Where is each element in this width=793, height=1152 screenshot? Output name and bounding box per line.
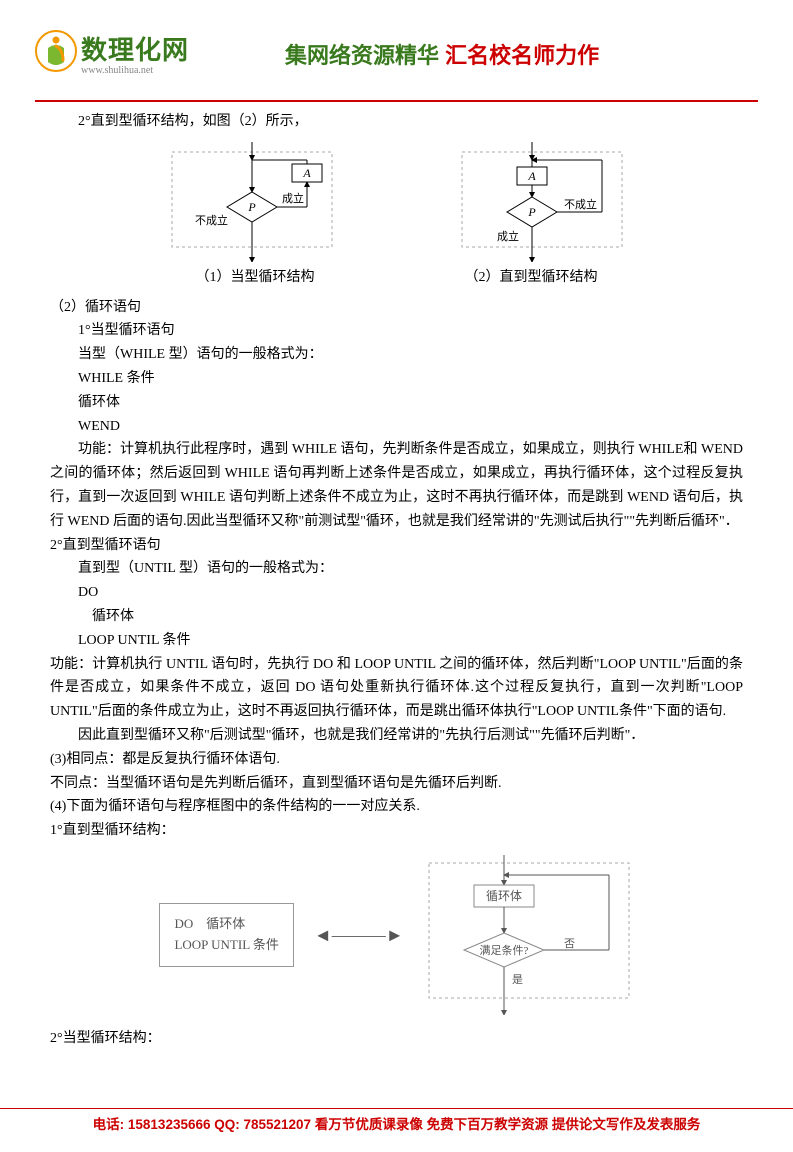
text-line: 1°直到型循环结构： xyxy=(50,819,743,843)
text-line: DO xyxy=(50,581,743,605)
slogan-part-a: 集网络资源精华 xyxy=(285,43,445,68)
text-line: (4)下面为循环语句与程序框图中的条件结构的一一对应关系. xyxy=(50,795,743,819)
text-line: LOOP UNTIL 条件 xyxy=(50,629,743,653)
double-arrow-icon: ◄———► xyxy=(314,920,404,951)
diagram-while-loop: P 成立 A 不成立 xyxy=(162,142,342,262)
text-line: 2°当型循环结构： xyxy=(50,1027,743,1051)
svg-text:循环体: 循环体 xyxy=(486,889,522,903)
svg-text:是: 是 xyxy=(512,973,523,986)
page-header: 数理化网 www.shulihua.net 集网络资源精华 汇名校名师力作 xyxy=(35,30,758,102)
header-slogan: 集网络资源精华 汇名校名师力作 xyxy=(285,38,599,70)
logo-icon xyxy=(35,30,77,72)
text-line: 1°当型循环语句 xyxy=(50,319,743,343)
text-line: 直到型（UNTIL 型）语句的一般格式为： xyxy=(50,557,743,581)
svg-text:满足条件?: 满足条件? xyxy=(479,943,528,957)
code-box: DO 循环体 LOOP UNTIL 条件 xyxy=(159,903,293,967)
text-line: 因此直到型循环又称"后测试型"循环，也就是我们经常讲的"先执行后测试""先循环后… xyxy=(50,724,743,748)
caption-2: （2）直到型循环结构 xyxy=(465,266,598,290)
text-paragraph: 功能：计算机执行 UNTIL 语句时，先执行 DO 和 LOOP UNTIL 之… xyxy=(50,653,743,724)
text-line: （2）循环语句 xyxy=(50,296,743,320)
text-paragraph: 功能：计算机执行此程序时，遇到 WHILE 语句，先判断条件是否成立，如果成立，… xyxy=(50,438,743,533)
svg-text:A: A xyxy=(527,169,536,183)
svg-text:成立: 成立 xyxy=(282,191,304,205)
slogan-part-b: 汇名校名师力作 xyxy=(445,43,599,68)
text-line: 循环体 xyxy=(50,605,743,629)
logo-url: www.shulihua.net xyxy=(81,65,189,76)
svg-text:不成立: 不成立 xyxy=(195,213,228,227)
text-line: 2°直到型循环语句 xyxy=(50,534,743,558)
text-line: 不同点：当型循环语句是先判断后循环，直到型循环语句是先循环后判断. xyxy=(50,772,743,796)
code-line: LOOP UNTIL 条件 xyxy=(174,935,278,956)
text-line: WEND xyxy=(50,415,743,439)
text-line: (3)相同点：都是反复执行循环体语句. xyxy=(50,748,743,772)
svg-text:P: P xyxy=(247,200,256,214)
diagram-captions: （1）当型循环结构 （2）直到型循环结构 xyxy=(50,266,743,290)
diagram-until-loop: A P 不成立 成立 xyxy=(452,142,632,262)
logo-text: 数理化网 www.shulihua.net xyxy=(81,30,189,76)
correspondence-row: DO 循环体 LOOP UNTIL 条件 ◄———► 循环体 满足条件? 否 xyxy=(50,855,743,1015)
code-line: DO 循环体 xyxy=(174,914,278,935)
svg-text:否: 否 xyxy=(564,938,575,950)
page: 数理化网 www.shulihua.net 集网络资源精华 汇名校名师力作 2°… xyxy=(0,30,793,1152)
svg-text:不成立: 不成立 xyxy=(564,197,597,211)
svg-text:成立: 成立 xyxy=(497,229,519,243)
page-footer: 电话: 15813235666 QQ: 785521207 看万节优质课录像 免… xyxy=(0,1108,793,1134)
text-line: WHILE 条件 xyxy=(50,367,743,391)
diagram-row: P 成立 A 不成立 xyxy=(50,142,743,262)
text-line: 循环体 xyxy=(50,391,743,415)
svg-text:P: P xyxy=(527,205,536,219)
text-line: 2°直到型循环结构，如图（2）所示， xyxy=(50,110,743,134)
content: 2°直到型循环结构，如图（2）所示， P 成立 A 不成 xyxy=(50,110,743,1051)
caption-1: （1）当型循环结构 xyxy=(196,266,315,290)
logo-title: 数理化网 xyxy=(81,30,189,67)
svg-text:A: A xyxy=(302,166,311,180)
diagram-until-correspondence: 循环体 满足条件? 否 是 xyxy=(424,855,634,1015)
text-line: 当型（WHILE 型）语句的一般格式为： xyxy=(50,343,743,367)
footer-text: 电话: 15813235666 QQ: 785521207 看万节优质课录像 免… xyxy=(93,1117,701,1132)
